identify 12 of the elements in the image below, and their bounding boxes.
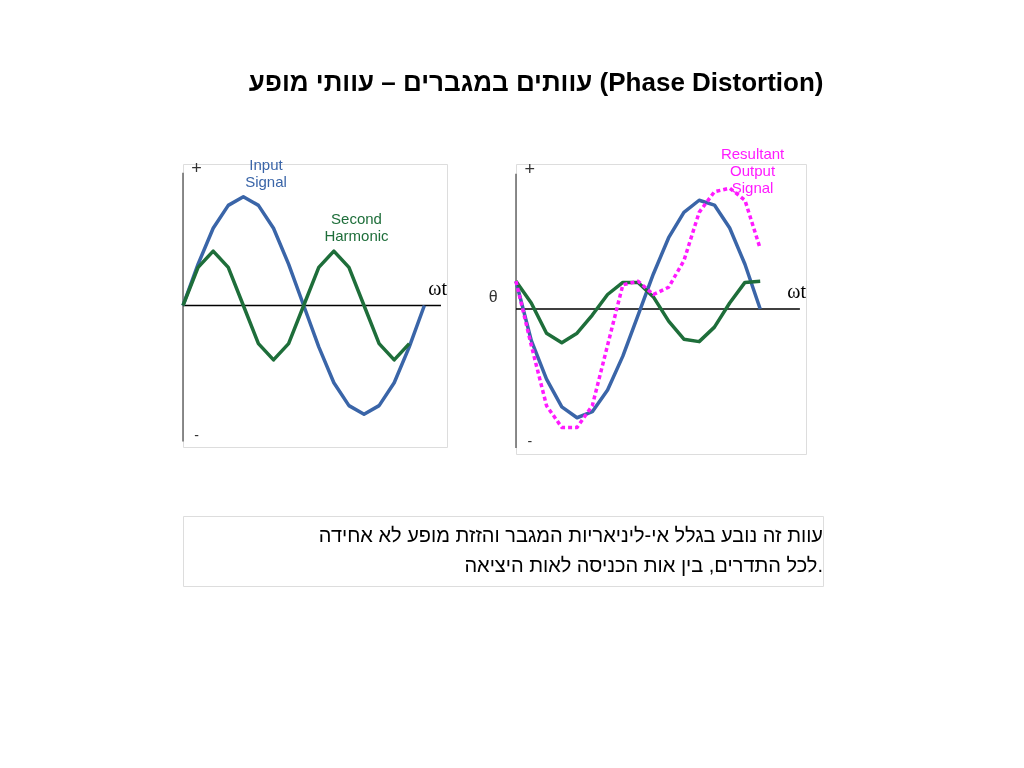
text: + xyxy=(191,158,202,179)
x-axis-title: ωt xyxy=(428,276,448,299)
text: עוות זה נובע בגלל אי-ליניאריות המגבר והזזת מופע לא אחידה לכל התדרים, בין אות הכניסה לאות היציאה. xyxy=(318,524,823,576)
series-label: Second Harmonic xyxy=(324,210,390,245)
text: - xyxy=(194,427,200,444)
series-label: Input Signal xyxy=(245,155,287,190)
x-axis-title: ωt xyxy=(787,279,807,302)
text: + xyxy=(524,159,535,180)
series-label: Resultant Output Signal xyxy=(720,144,786,196)
text: - xyxy=(527,432,533,449)
text: עוותים במגברים – עוותי מופע (Phase Distortion) xyxy=(248,67,824,98)
text: θ xyxy=(488,287,498,305)
